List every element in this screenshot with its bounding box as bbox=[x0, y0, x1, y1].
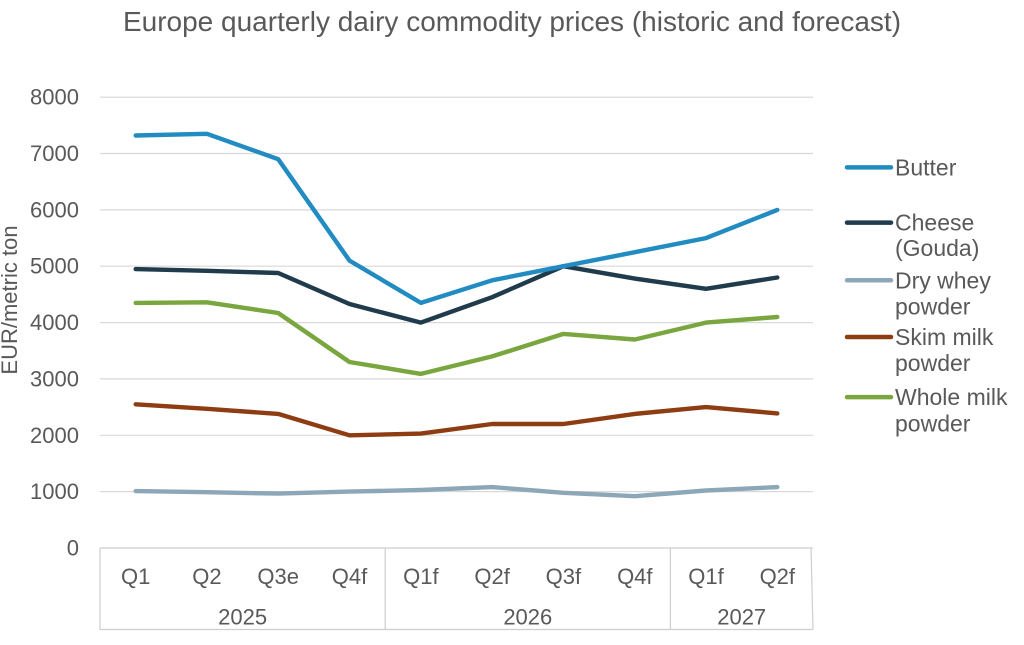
svg-text:Q1f: Q1f bbox=[403, 564, 439, 589]
svg-text:Whole milk: Whole milk bbox=[895, 384, 1008, 410]
svg-text:Q3e: Q3e bbox=[257, 564, 299, 589]
svg-text:1000: 1000 bbox=[30, 479, 79, 504]
svg-text:Europe quarterly dairy commodi: Europe quarterly dairy commodity prices … bbox=[123, 6, 901, 37]
svg-text:2027: 2027 bbox=[717, 605, 766, 630]
svg-text:(Gouda): (Gouda) bbox=[895, 235, 979, 261]
svg-text:Q2: Q2 bbox=[192, 564, 221, 589]
svg-text:2000: 2000 bbox=[30, 423, 79, 448]
svg-text:Q1f: Q1f bbox=[688, 564, 724, 589]
svg-text:Skim milk: Skim milk bbox=[895, 324, 994, 350]
svg-text:powder: powder bbox=[895, 350, 971, 376]
svg-text:Q4f: Q4f bbox=[617, 564, 653, 589]
svg-text:Q2f: Q2f bbox=[760, 564, 796, 589]
svg-text:Butter: Butter bbox=[895, 154, 957, 180]
svg-text:powder: powder bbox=[895, 294, 971, 320]
svg-text:8000: 8000 bbox=[30, 85, 79, 110]
svg-text:2025: 2025 bbox=[218, 605, 267, 630]
svg-text:Q1: Q1 bbox=[121, 564, 150, 589]
svg-text:EUR/metric ton: EUR/metric ton bbox=[0, 225, 22, 374]
svg-text:2026: 2026 bbox=[503, 605, 552, 630]
svg-text:6000: 6000 bbox=[30, 197, 79, 222]
svg-text:5000: 5000 bbox=[30, 254, 79, 279]
svg-text:Q3f: Q3f bbox=[546, 564, 582, 589]
svg-text:Dry whey: Dry whey bbox=[895, 267, 991, 293]
svg-text:Q4f: Q4f bbox=[332, 564, 368, 589]
svg-text:3000: 3000 bbox=[30, 366, 79, 391]
svg-text:Cheese: Cheese bbox=[895, 210, 974, 236]
svg-text:Q2f: Q2f bbox=[474, 564, 510, 589]
svg-text:powder: powder bbox=[895, 411, 971, 437]
svg-text:4000: 4000 bbox=[30, 310, 79, 335]
svg-text:0: 0 bbox=[67, 536, 79, 561]
svg-text:7000: 7000 bbox=[30, 141, 79, 166]
